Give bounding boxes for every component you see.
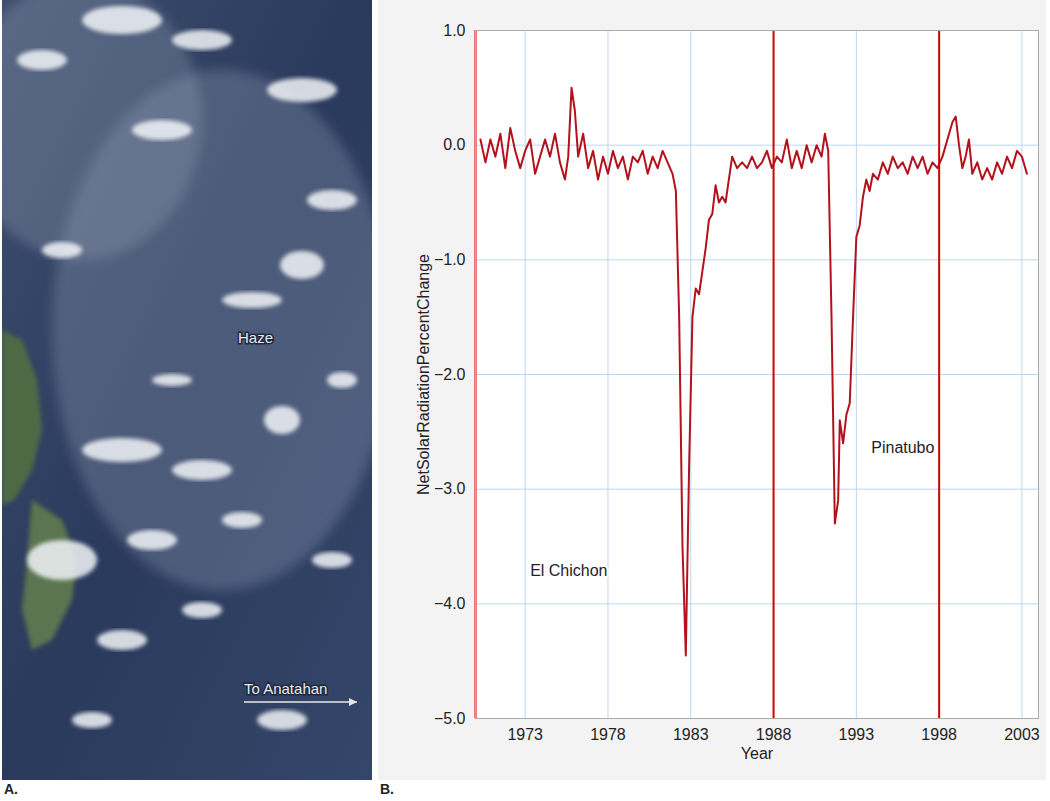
svg-text:1973: 1973 bbox=[507, 726, 543, 743]
svg-text:Haze: Haze bbox=[238, 329, 273, 346]
html-text:B.: B. bbox=[380, 781, 394, 797]
html-text:A.: A. bbox=[4, 781, 18, 797]
svg-text:2003: 2003 bbox=[1004, 726, 1040, 743]
svg-text:−5.0: −5.0 bbox=[434, 710, 466, 727]
svg-text:1993: 1993 bbox=[839, 726, 875, 743]
svg-text:Year: Year bbox=[741, 745, 774, 762]
svg-text:NetSolarRadiationPercentChange: NetSolarRadiationPercentChange bbox=[415, 254, 432, 495]
svg-text:El Chichon: El Chichon bbox=[530, 562, 607, 579]
svg-text:To Anatahan: To Anatahan bbox=[244, 680, 327, 697]
svg-text:−3.0: −3.0 bbox=[434, 480, 466, 497]
svg-text:−2.0: −2.0 bbox=[434, 366, 466, 383]
svg-text:1998: 1998 bbox=[921, 726, 957, 743]
svg-text:−1.0: −1.0 bbox=[434, 251, 466, 268]
svg-text:1.0: 1.0 bbox=[443, 22, 465, 39]
svg-text:1988: 1988 bbox=[756, 726, 792, 743]
svg-text:0.0: 0.0 bbox=[443, 136, 465, 153]
svg-text:1983: 1983 bbox=[673, 726, 709, 743]
svg-text:−4.0: −4.0 bbox=[434, 595, 466, 612]
svg-text:1978: 1978 bbox=[590, 726, 626, 743]
svg-text:Pinatubo: Pinatubo bbox=[871, 439, 934, 456]
